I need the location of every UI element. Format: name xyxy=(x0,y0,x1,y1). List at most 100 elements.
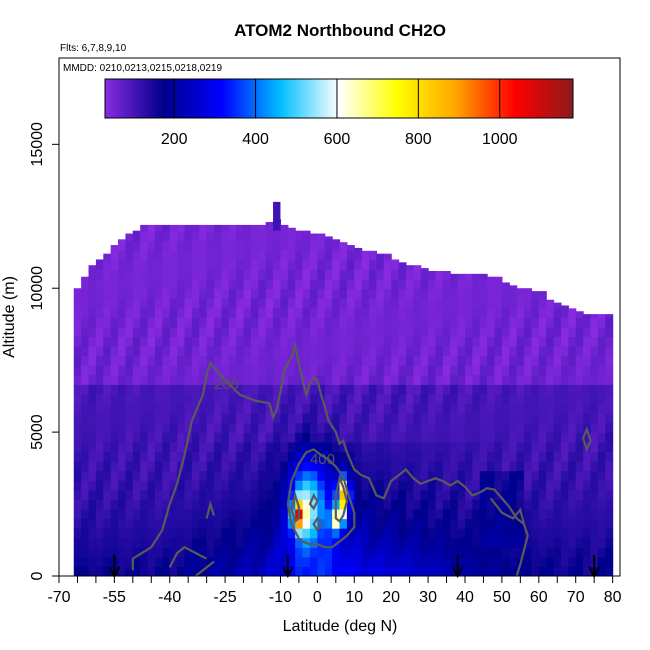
heatmap-cell xyxy=(228,566,237,576)
heatmap-cell xyxy=(398,518,407,529)
heatmap-cell xyxy=(553,537,562,548)
heatmap-cell xyxy=(531,432,540,443)
heatmap-cell xyxy=(221,307,230,318)
heatmap-cell xyxy=(265,317,274,328)
heatmap-cell xyxy=(309,566,318,576)
heatmap-cell xyxy=(154,288,163,299)
heatmap-cell xyxy=(605,365,614,376)
heatmap-cell xyxy=(177,470,186,481)
heatmap-cell xyxy=(479,537,488,548)
heatmap-cell xyxy=(568,508,577,520)
heatmap-cell xyxy=(560,305,569,309)
heatmap-cell xyxy=(243,441,252,453)
heatmap-cell xyxy=(110,365,119,376)
heatmap-cell xyxy=(553,470,562,481)
heatmap-cell xyxy=(501,422,510,433)
heatmap-cell xyxy=(450,278,459,290)
heatmap-cell xyxy=(487,307,496,318)
heatmap-cell xyxy=(354,247,363,251)
heatmap-cell xyxy=(538,291,547,299)
heatmap-cell xyxy=(553,317,562,328)
heatmap-cell xyxy=(509,441,518,453)
heatmap-cell xyxy=(295,566,304,576)
heatmap-cell xyxy=(457,451,466,462)
heatmap-cell xyxy=(258,528,267,539)
heatmap-cell xyxy=(531,508,540,520)
heatmap-cell xyxy=(169,224,178,232)
heatmap-cell xyxy=(420,403,429,414)
heatmap-cell xyxy=(369,269,378,280)
heatmap-cell xyxy=(560,566,569,576)
heatmap-cell xyxy=(435,384,444,395)
heatmap-cell xyxy=(95,288,104,299)
heatmap-cell xyxy=(206,547,215,558)
heatmap-cell xyxy=(509,413,518,424)
heatmap-cell xyxy=(273,355,282,366)
heatmap-cell xyxy=(420,566,429,576)
heatmap-cell xyxy=(199,480,208,491)
heatmap-cell xyxy=(487,393,496,405)
heatmap-cell xyxy=(243,298,252,309)
heatmap-cell xyxy=(95,269,104,280)
heatmap-cell xyxy=(243,432,252,443)
heatmap-cell xyxy=(154,355,163,366)
heatmap-cell xyxy=(95,298,104,309)
heatmap-cell xyxy=(295,413,304,424)
heatmap-cell xyxy=(524,489,533,500)
heatmap-cell xyxy=(442,393,451,405)
heatmap-cell xyxy=(258,547,267,558)
heatmap-cell xyxy=(302,374,311,385)
heatmap-cell xyxy=(258,278,267,290)
heatmap-cell xyxy=(214,278,222,290)
heatmap-cell xyxy=(339,288,348,299)
heatmap-cell xyxy=(575,384,584,395)
heatmap-cell xyxy=(162,393,171,405)
heatmap-cell xyxy=(405,374,414,385)
heatmap-cell xyxy=(501,470,510,481)
heatmap-cell xyxy=(339,298,348,309)
heatmap-cell xyxy=(383,451,392,462)
heatmap-cell xyxy=(376,326,385,338)
heatmap-cell xyxy=(287,422,296,433)
heatmap-cell xyxy=(110,461,119,472)
heatmap-cell xyxy=(258,365,267,376)
heatmap-cell xyxy=(413,556,422,568)
heatmap-cell xyxy=(494,393,503,405)
heatmap-cell xyxy=(398,278,407,290)
heatmap-cell xyxy=(568,470,577,481)
heatmap-cell xyxy=(265,288,274,299)
heatmap-cell xyxy=(199,547,208,558)
heatmap-cell xyxy=(73,461,82,472)
heatmap-cell xyxy=(590,489,599,500)
heatmap-cell xyxy=(273,508,282,520)
heatmap-cell xyxy=(435,432,444,443)
heatmap-cell xyxy=(428,288,437,299)
heatmap-cell xyxy=(147,508,156,520)
heatmap-cell xyxy=(236,489,245,500)
heatmap-cell xyxy=(332,384,341,395)
heatmap-cell xyxy=(132,499,141,510)
x-tick-label: -10 xyxy=(269,589,292,606)
heatmap-cell xyxy=(302,489,311,500)
heatmap-cell xyxy=(435,365,444,376)
heatmap-cell xyxy=(280,326,289,338)
heatmap-cell xyxy=(605,489,614,500)
heatmap-cell xyxy=(605,461,614,472)
heatmap-cell xyxy=(236,326,245,338)
contour-line xyxy=(489,497,526,525)
heatmap-cell xyxy=(287,278,296,290)
heatmap-cell xyxy=(391,508,400,520)
heatmap-cell xyxy=(398,346,407,357)
heatmap-cell xyxy=(391,537,400,548)
heatmap-cell xyxy=(413,326,422,338)
heatmap-cell xyxy=(206,240,215,251)
heatmap-cell xyxy=(487,508,496,520)
heatmap-cell xyxy=(575,317,584,328)
heatmap-cell xyxy=(273,461,282,472)
heatmap-cell xyxy=(538,346,547,357)
heatmap-cell xyxy=(383,422,392,433)
heatmap-cell xyxy=(553,393,562,405)
heatmap-cell xyxy=(81,336,90,347)
heatmap-cell xyxy=(184,461,193,472)
heatmap-cell xyxy=(191,288,200,299)
